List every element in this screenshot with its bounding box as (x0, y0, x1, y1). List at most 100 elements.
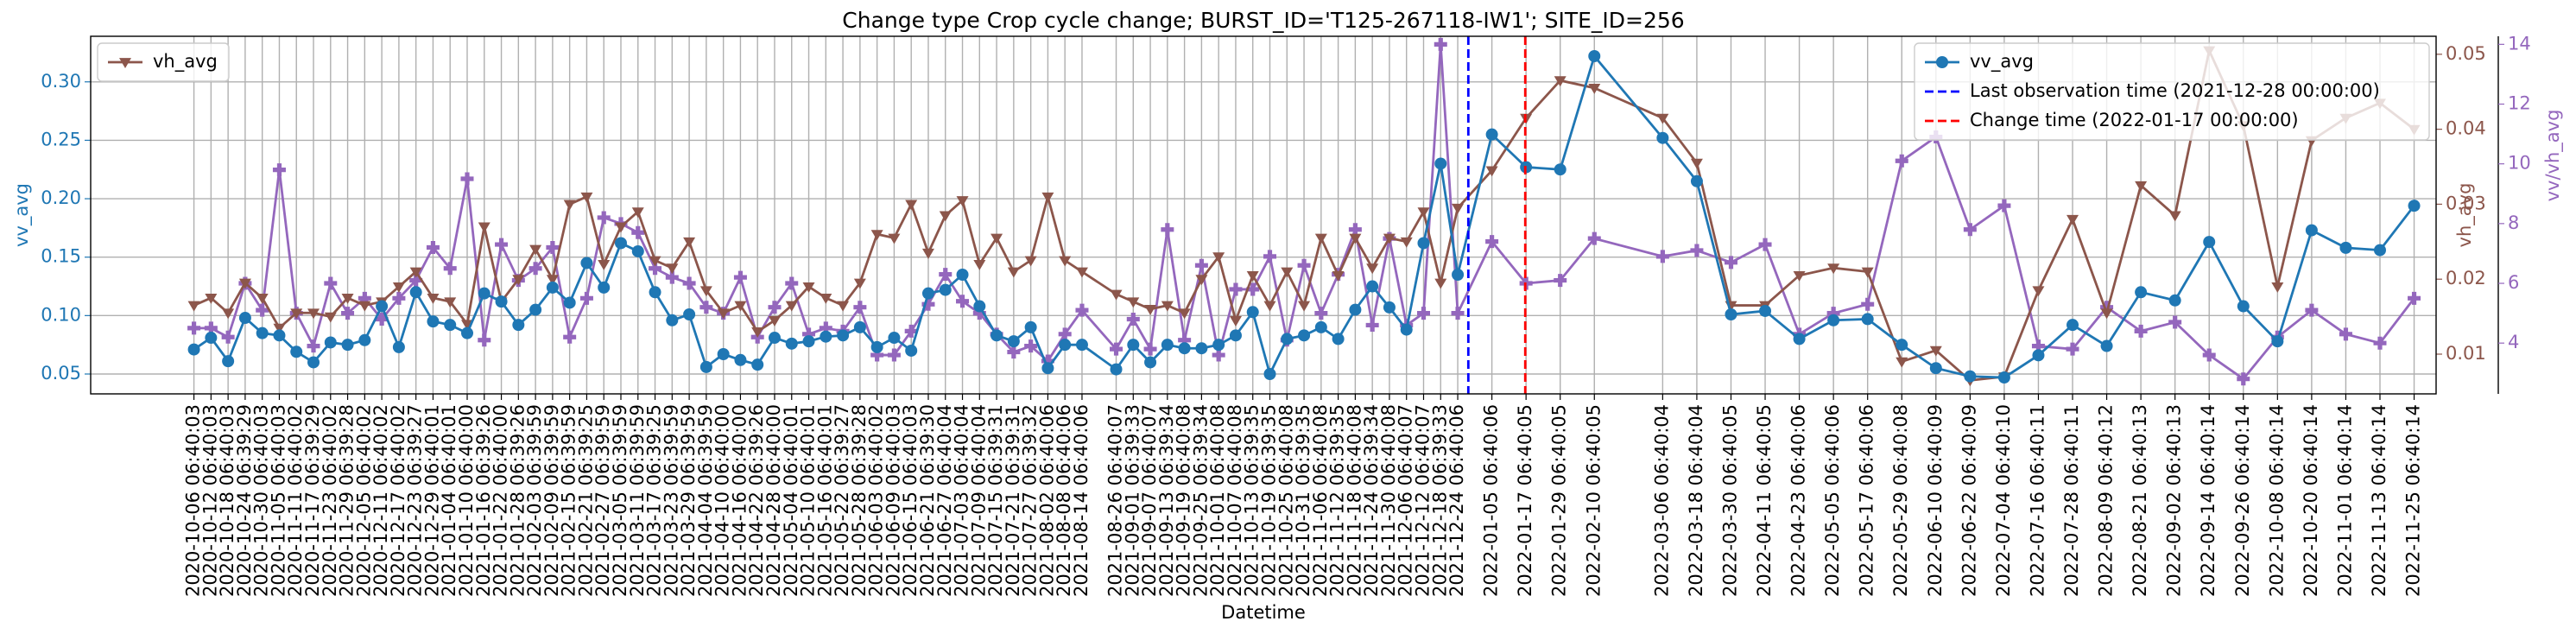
y3-tick-label: 6 (2508, 272, 2519, 293)
x-tick-label: 2021-02-03 06:39:59 (524, 404, 545, 597)
x-tick-label: 2021-11-06 06:40:08 (1310, 404, 1331, 597)
data-point (1366, 280, 1379, 293)
x-tick-label: 2021-04-16 06:40:00 (729, 404, 750, 597)
data-point (1229, 282, 1243, 296)
legend-label: vv_avg (1970, 51, 2034, 73)
data-point (1127, 297, 1140, 308)
data-point (751, 358, 764, 371)
data-point (461, 327, 474, 339)
data-point (1451, 307, 1465, 320)
data-point (1416, 307, 1430, 320)
x-tick-label: 2021-05-16 06:40:01 (814, 404, 835, 597)
data-point (785, 337, 798, 350)
data-point (1024, 339, 1038, 353)
data-point (512, 275, 525, 286)
data-point (870, 230, 883, 241)
x-tick-label: 2021-10-19 06:39:35 (1259, 404, 1280, 597)
data-point (1059, 339, 1072, 352)
data-point (1997, 371, 2010, 384)
data-point (956, 269, 969, 281)
x-tick-label: 2021-09-07 06:40:07 (1139, 404, 1160, 597)
x-tick-label: 2022-01-05 06:40:06 (1481, 404, 1502, 597)
x-tick-label: 2021-06-15 06:40:03 (900, 404, 921, 597)
data-point (1314, 233, 1327, 244)
x-tick-label: 2022-07-16 06:40:11 (2027, 404, 2048, 597)
data-point (1554, 274, 1567, 288)
data-point (921, 297, 935, 311)
data-point (1024, 320, 1037, 333)
data-point (1655, 250, 1669, 263)
data-point (478, 287, 491, 300)
data-point (1314, 307, 1328, 320)
x-tick-label: 2022-08-09 06:40:12 (2096, 404, 2117, 597)
data-point (2135, 181, 2148, 192)
x-tick-label: 2020-10-18 06:40:03 (217, 404, 237, 597)
data-point (187, 343, 200, 356)
x-tick-label: 2021-06-27 06:40:04 (934, 404, 955, 597)
data-point (1110, 363, 1123, 376)
x-tick-label: 2022-09-14 06:40:14 (2198, 404, 2218, 597)
data-point (1195, 275, 1208, 286)
data-point (1861, 313, 1874, 326)
data-point (991, 329, 1003, 342)
y2-tick-label: 0.05 (2446, 43, 2486, 64)
x-tick-label: 2022-07-04 06:40:10 (1993, 404, 2014, 597)
x-tick-label: 2021-06-03 06:40:02 (866, 404, 887, 597)
data-point (392, 291, 406, 305)
data-point (2168, 294, 2181, 307)
data-point (256, 303, 269, 317)
data-point (1075, 267, 1088, 278)
data-point (853, 301, 867, 314)
x-tick-label: 2022-05-29 06:40:08 (1890, 404, 1911, 597)
data-point (1178, 308, 1191, 320)
data-point (221, 330, 235, 344)
data-point (1452, 203, 1465, 214)
data-point (733, 270, 747, 284)
x-tick-label: 2021-11-12 06:39:35 (1327, 404, 1348, 597)
data-point (973, 259, 986, 270)
data-point (699, 360, 712, 373)
y3-tick-label: 12 (2508, 93, 2531, 114)
data-point (358, 291, 371, 305)
data-point (666, 314, 679, 327)
data-point (1178, 333, 1192, 347)
x-axis-label: Datetime (1221, 602, 1306, 623)
data-point (614, 237, 627, 250)
data-point (649, 262, 662, 276)
data-point (1281, 333, 1294, 346)
data-point (1366, 263, 1379, 275)
data-point (1895, 154, 1908, 168)
data-point (1161, 339, 1174, 352)
data-point (307, 339, 320, 353)
data-point (1297, 258, 1311, 272)
x-tick-label: 2021-10-07 06:40:08 (1225, 404, 1245, 597)
data-point (512, 319, 525, 332)
x-tick-label: 2021-07-21 06:39:31 (1003, 404, 1023, 597)
data-point (2032, 286, 2045, 297)
legend-label: Last observation time (2021-12-28 00:00:… (1970, 80, 2380, 101)
x-tick-label: 2021-04-10 06:40:00 (712, 404, 733, 597)
data-point (1263, 368, 1276, 380)
data-point (1690, 174, 1703, 187)
data-point (598, 259, 611, 270)
data-point (683, 237, 696, 248)
x-tick-label: 2022-04-23 06:40:06 (1788, 404, 1809, 597)
y-tick-label: 0.30 (41, 71, 81, 92)
y-axis-label: vv_avg (11, 183, 33, 247)
data-point (1656, 131, 1669, 144)
data-point (1007, 267, 1020, 278)
data-point (2339, 327, 2352, 341)
x-tick-label: 2021-04-04 06:39:59 (695, 404, 716, 597)
data-point (1332, 333, 1345, 346)
x-tick-label: 2020-10-12 06:40:03 (199, 404, 220, 597)
data-point (187, 301, 200, 312)
x-tick-label: 2021-07-15 06:39:31 (985, 404, 1006, 597)
data-point (1246, 306, 1259, 319)
data-point (1759, 304, 1772, 317)
legend-label: vh_avg (153, 51, 218, 73)
data-point (1400, 237, 1413, 248)
data-point (1127, 339, 1140, 352)
data-point (546, 241, 560, 255)
data-point (341, 339, 354, 352)
data-point (2100, 339, 2113, 352)
